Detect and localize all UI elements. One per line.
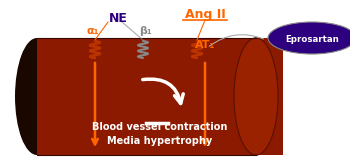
Ellipse shape	[234, 38, 278, 155]
Ellipse shape	[268, 22, 350, 54]
Ellipse shape	[234, 38, 278, 155]
Text: Eprosartan: Eprosartan	[285, 34, 339, 43]
Text: α₁: α₁	[87, 26, 99, 36]
Ellipse shape	[15, 38, 59, 155]
Text: AT₁: AT₁	[195, 40, 215, 50]
Text: Media hypertrophy: Media hypertrophy	[107, 136, 213, 146]
Text: NE: NE	[108, 12, 127, 25]
Bar	[37, 38, 256, 155]
Text: Ang II: Ang II	[185, 8, 225, 21]
Text: β₁: β₁	[139, 26, 151, 36]
Text: Blood vessel contraction: Blood vessel contraction	[92, 122, 228, 132]
Bar	[37, 38, 283, 155]
